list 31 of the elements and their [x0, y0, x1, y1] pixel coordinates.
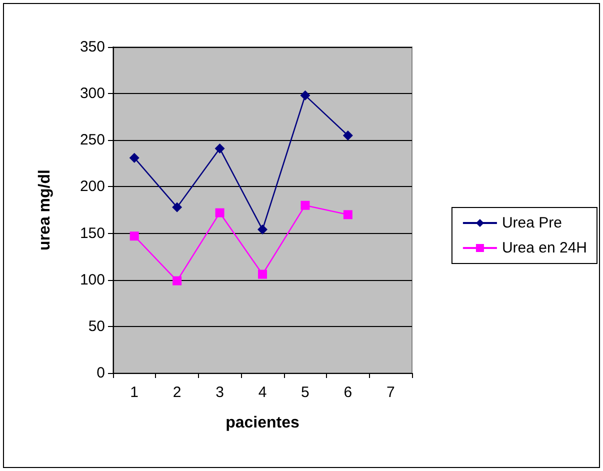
- x-tick-label: 3: [216, 384, 224, 401]
- x-tick-label: 1: [130, 384, 139, 401]
- point: [214, 144, 225, 154]
- point: [342, 130, 353, 140]
- y-tick-label: 300: [80, 85, 105, 102]
- x-axis-title: pacientes: [226, 414, 300, 432]
- point: [172, 202, 182, 212]
- point: [258, 270, 267, 279]
- y-tick-label: 250: [80, 132, 105, 149]
- y-tick-label: 200: [80, 178, 105, 196]
- legend-label: Urea Pre: [502, 214, 562, 232]
- y-tick-label: 0: [96, 364, 105, 382]
- y-tick-label: 100: [80, 271, 105, 288]
- y-tick-label: 150: [80, 224, 105, 242]
- point: [300, 200, 310, 210]
- point: [215, 208, 224, 218]
- point: [300, 90, 310, 100]
- y-tick-label: 50: [88, 318, 105, 335]
- point: [258, 224, 268, 235]
- point: [343, 210, 352, 220]
- x-tick-label: 7: [386, 384, 395, 401]
- x-tick-label: 6: [344, 384, 352, 401]
- point: [129, 152, 140, 163]
- point: [130, 232, 139, 241]
- y-axis-title: urea mg/dl: [36, 170, 54, 250]
- x-tick-label: 2: [172, 384, 182, 401]
- x-tick-label: 4: [258, 384, 267, 401]
- point: [172, 276, 182, 286]
- legend-label: Urea en 24H: [502, 240, 588, 256]
- x-tick-label: 5: [301, 384, 310, 401]
- y-tick-label: 350: [80, 38, 105, 56]
